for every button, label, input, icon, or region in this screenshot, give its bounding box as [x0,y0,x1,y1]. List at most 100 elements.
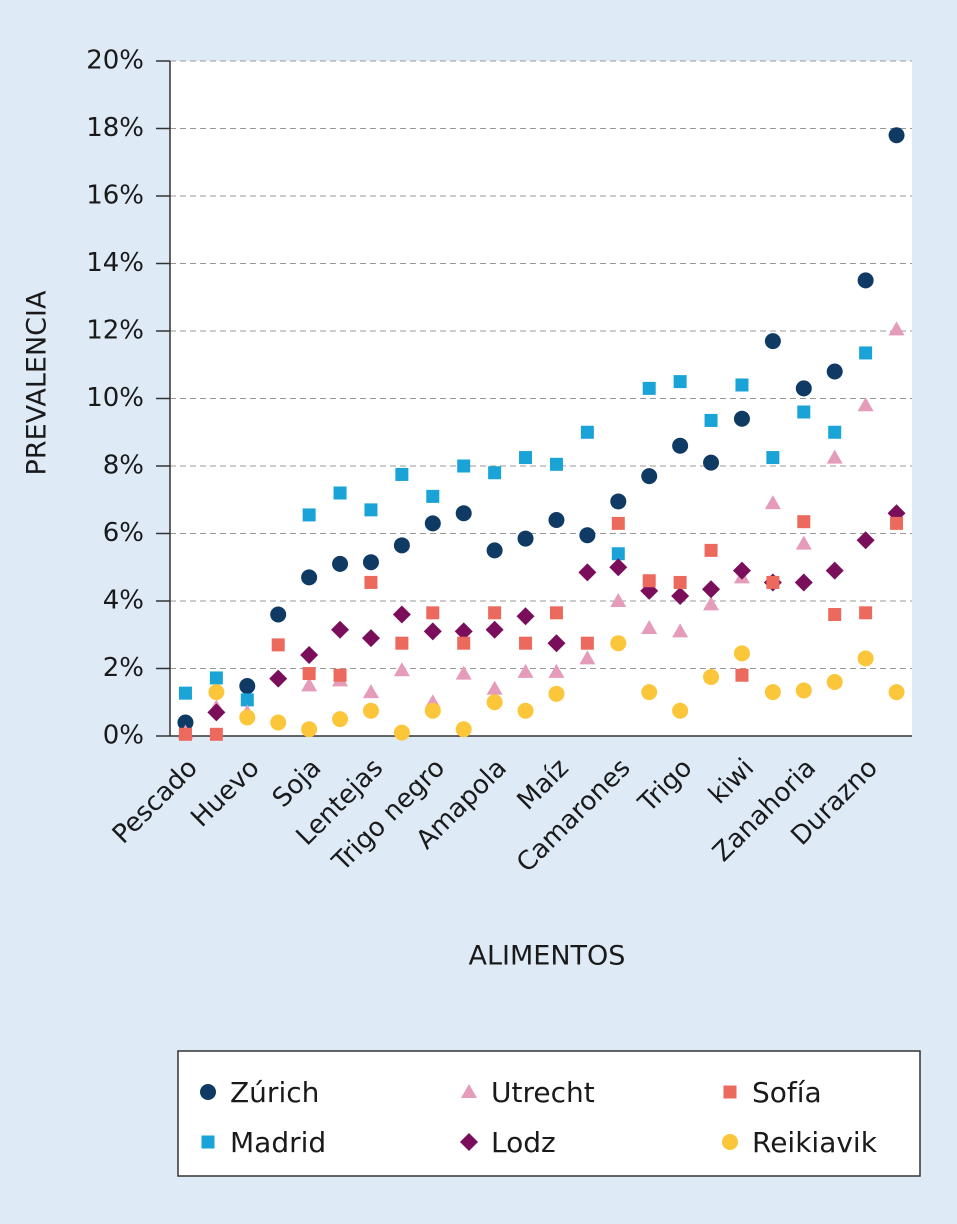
y-tick-label: 0% [103,721,144,751]
point [519,451,533,465]
point [455,505,472,522]
point [735,668,749,682]
point [486,542,503,559]
point [331,620,350,639]
point [486,694,503,711]
point [797,405,811,419]
point [548,512,565,528]
point [364,503,378,517]
point [362,554,379,571]
point [426,606,440,620]
point [795,682,812,699]
point [795,535,812,550]
point [764,333,781,350]
point [426,489,440,503]
point [859,346,873,360]
point [424,702,441,719]
point [735,378,749,392]
point [455,665,472,680]
point [393,662,410,677]
legend-label: Zúrich [230,1076,319,1109]
point [395,636,409,650]
point [703,454,720,471]
legend-label: Madrid [230,1126,326,1159]
legend-label: Reikiavik [752,1126,878,1159]
point [611,547,625,561]
point [825,561,844,580]
point [672,437,689,454]
point [301,721,318,738]
point [828,608,842,621]
point [393,537,410,554]
point [794,573,813,592]
point [301,569,318,586]
point [457,459,471,473]
point [673,375,687,389]
point [888,321,905,336]
point [611,516,625,530]
point [239,678,256,695]
point [547,634,566,653]
point [642,574,656,588]
point [704,543,718,557]
point [454,622,473,641]
point [610,493,627,510]
point [209,671,223,685]
point [392,605,411,624]
point [856,531,875,550]
point [455,721,472,738]
point [549,606,563,620]
point [362,684,379,699]
point [393,724,410,741]
point [548,663,565,678]
legend-label: Utrecht [491,1076,595,1109]
point [178,727,192,741]
legend-label: Lodz [491,1126,556,1159]
point [332,711,349,728]
legend-marker [201,1135,215,1149]
y-tick-label: 12% [86,316,144,346]
point [733,410,750,427]
point [859,606,873,620]
point [578,563,597,582]
point [671,586,690,605]
point [672,702,689,719]
point [177,714,194,731]
point [703,596,720,611]
point [517,530,534,547]
y-tick-label: 10% [86,383,144,413]
point [826,449,843,464]
point [486,680,503,695]
point [488,466,502,480]
legend-marker [722,1134,738,1150]
point [302,508,316,522]
y-tick-label: 8% [103,451,144,481]
y-tick-label: 6% [103,518,144,548]
legend-box [177,1050,921,1177]
y-tick-label: 16% [86,181,144,211]
point [517,702,534,719]
point [332,555,349,572]
point [672,623,689,638]
y-tick-label: 14% [86,248,144,278]
point [609,558,628,577]
point [516,607,535,626]
point [457,636,471,650]
point [271,638,285,652]
point [641,468,658,485]
y-axis-label: PREVALENCIA [22,290,53,475]
point [797,515,811,529]
point [857,650,874,667]
point [395,467,409,481]
point [270,714,287,731]
point [488,606,502,620]
point [826,674,843,690]
point [485,620,504,639]
point [857,397,874,412]
point [362,702,379,719]
point [361,629,380,648]
point [240,693,254,707]
point [548,685,565,702]
point [702,580,721,599]
